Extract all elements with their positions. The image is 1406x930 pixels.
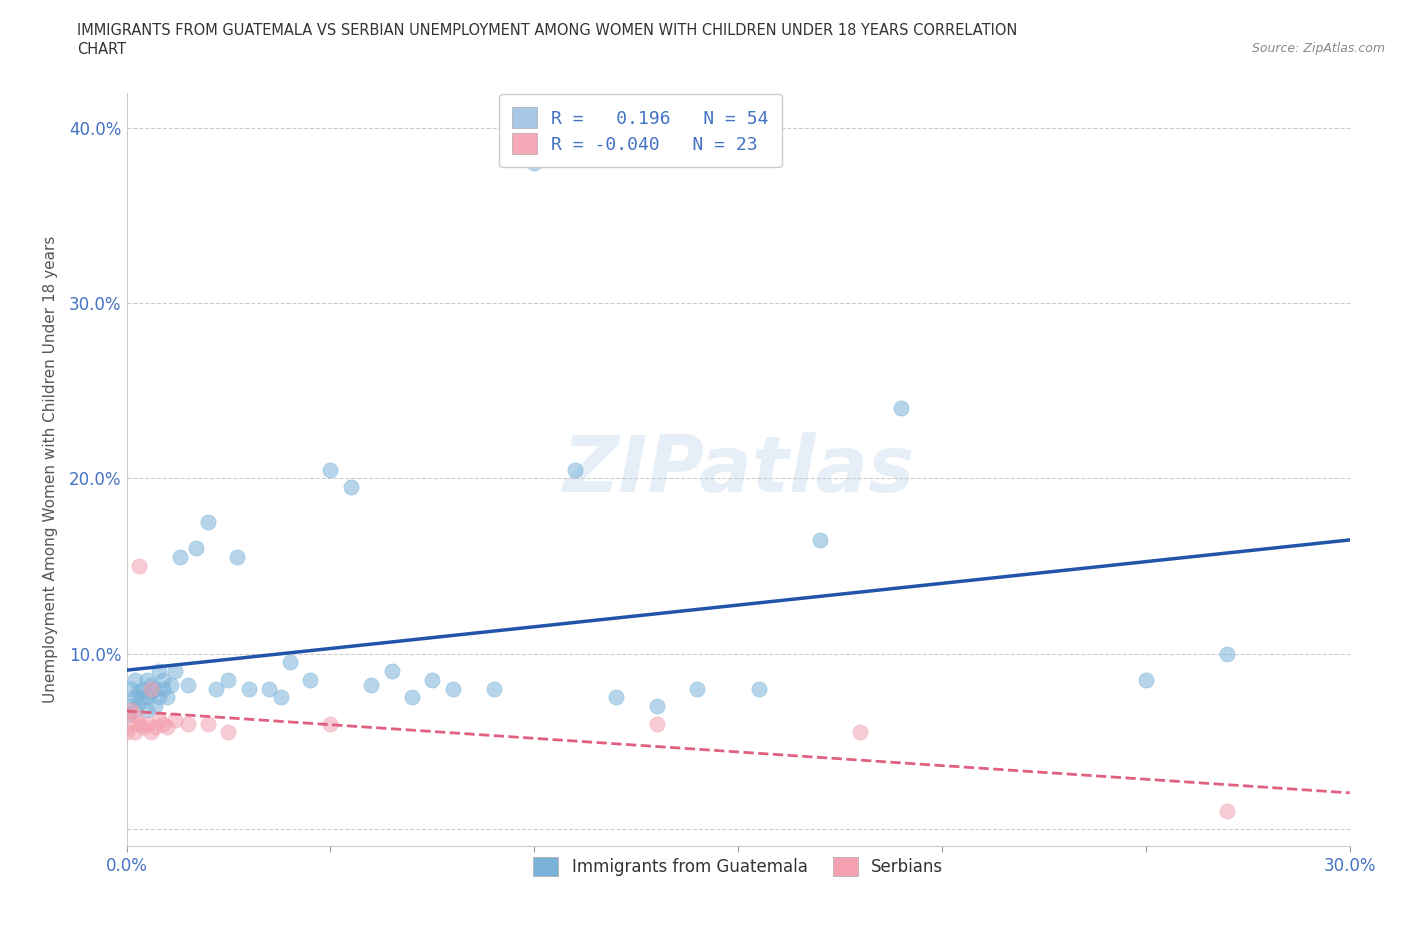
Point <box>605 690 627 705</box>
Point <box>120 681 142 696</box>
Point <box>270 690 292 705</box>
Point <box>120 698 142 713</box>
Point <box>299 672 322 687</box>
Text: Source: ZipAtlas.com: Source: ZipAtlas.com <box>1251 42 1385 55</box>
Point <box>115 725 138 740</box>
Point <box>156 690 179 705</box>
Point <box>319 716 342 731</box>
Point <box>135 702 157 717</box>
Point <box>1216 646 1239 661</box>
Point <box>139 684 162 699</box>
Point <box>132 690 155 705</box>
Point <box>143 698 166 713</box>
Point <box>217 725 239 740</box>
Point <box>139 725 162 740</box>
Point <box>120 716 142 731</box>
Point <box>441 681 464 696</box>
Point <box>197 716 219 731</box>
Point <box>120 702 142 717</box>
Point <box>278 655 301 670</box>
Point <box>156 720 179 735</box>
Point <box>225 550 247 565</box>
Point <box>564 462 586 477</box>
Point <box>132 720 155 735</box>
Point <box>340 480 363 495</box>
Point <box>139 681 162 696</box>
Point <box>152 716 174 731</box>
Point <box>135 672 157 687</box>
Point <box>422 672 444 687</box>
Point <box>124 708 146 723</box>
Text: ZIPatlas: ZIPatlas <box>562 432 914 508</box>
Point <box>197 515 219 530</box>
Point <box>152 681 174 696</box>
Point <box>748 681 770 696</box>
Point <box>1216 804 1239 818</box>
Point <box>135 716 157 731</box>
Point <box>128 716 150 731</box>
Point <box>169 550 191 565</box>
Point <box>124 702 146 717</box>
Point <box>135 690 157 705</box>
Point <box>139 678 162 693</box>
Legend: Immigrants from Guatemala, Serbians: Immigrants from Guatemala, Serbians <box>527 851 949 884</box>
Point <box>184 541 207 556</box>
Point <box>148 690 170 705</box>
Point <box>238 681 260 696</box>
Point <box>128 559 150 574</box>
Point <box>380 664 404 679</box>
Point <box>148 664 170 679</box>
Point <box>808 532 831 547</box>
Point <box>319 462 342 477</box>
Text: IMMIGRANTS FROM GUATEMALA VS SERBIAN UNEMPLOYMENT AMONG WOMEN WITH CHILDREN UNDE: IMMIGRANTS FROM GUATEMALA VS SERBIAN UNE… <box>77 23 1018 38</box>
Point <box>1135 672 1157 687</box>
Point <box>360 678 382 693</box>
Point <box>259 681 281 696</box>
Point <box>143 720 166 735</box>
Point <box>132 681 155 696</box>
Point <box>401 690 423 705</box>
Point <box>152 672 174 687</box>
Point <box>124 725 146 740</box>
Point <box>165 712 187 727</box>
Point <box>645 698 668 713</box>
Point <box>686 681 709 696</box>
Point <box>217 672 239 687</box>
Point <box>115 708 138 723</box>
Point <box>645 716 668 731</box>
Point <box>205 681 228 696</box>
Point <box>849 725 872 740</box>
Text: CHART: CHART <box>77 42 127 57</box>
Point <box>124 690 146 705</box>
Point <box>128 696 150 711</box>
Point <box>523 155 546 170</box>
Point <box>165 664 187 679</box>
Point <box>482 681 505 696</box>
Point <box>160 678 183 693</box>
Point <box>143 681 166 696</box>
Point <box>177 678 200 693</box>
Y-axis label: Unemployment Among Women with Children Under 18 years: Unemployment Among Women with Children U… <box>44 236 58 703</box>
Point <box>177 716 200 731</box>
Point <box>890 401 912 416</box>
Point <box>128 684 150 699</box>
Point <box>124 672 146 687</box>
Point <box>148 712 170 727</box>
